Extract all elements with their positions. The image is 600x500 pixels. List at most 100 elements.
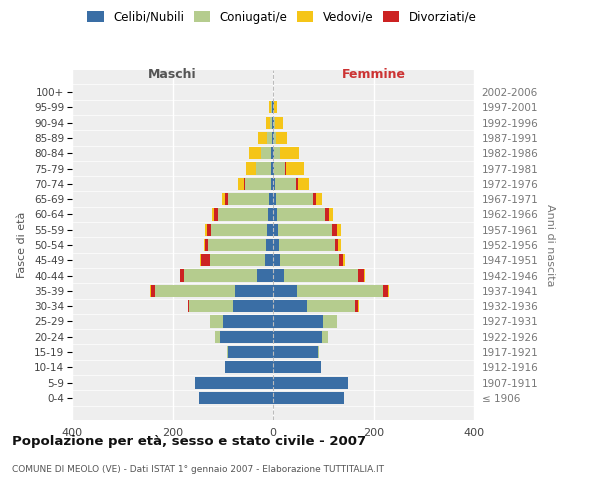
Bar [278,224,332,236]
Bar [195,376,273,389]
Bar [323,316,337,328]
Bar [340,254,343,266]
Bar [329,208,333,220]
Bar [274,162,285,174]
Bar [325,208,329,220]
Bar [285,162,286,174]
Bar [180,270,184,281]
Bar [272,132,273,144]
Bar [273,239,279,251]
Bar [273,316,323,328]
Bar [276,132,287,144]
Bar [273,254,280,266]
Bar [225,193,228,205]
Bar [206,224,211,236]
Bar [364,270,365,281]
Bar [227,346,228,358]
Bar [223,316,273,328]
Bar [262,147,271,160]
Bar [228,193,269,205]
Bar [388,285,389,297]
Bar [271,101,272,114]
Bar [184,270,257,281]
Bar [269,101,271,114]
Bar [273,300,307,312]
Bar [298,178,309,190]
Bar [210,316,223,328]
Bar [258,132,267,144]
Bar [238,178,244,190]
Bar [215,330,220,343]
Bar [267,224,273,236]
Bar [273,346,318,358]
Bar [280,147,299,160]
Bar [358,300,359,312]
Bar [313,193,316,205]
Bar [235,285,273,297]
Bar [267,132,272,144]
Bar [273,376,349,389]
Bar [155,285,235,297]
Bar [271,162,273,174]
Bar [318,346,319,358]
Bar [275,193,313,205]
Bar [297,285,383,297]
Bar [273,285,297,297]
Bar [332,224,337,236]
Bar [265,254,273,266]
Bar [208,239,266,251]
Bar [337,224,341,236]
Bar [279,239,335,251]
Bar [343,254,346,266]
Bar [274,132,276,144]
Bar [266,239,273,251]
Bar [335,239,338,251]
Bar [273,147,274,160]
Bar [273,330,322,343]
Bar [222,193,225,205]
Bar [274,147,280,160]
Bar [273,362,321,374]
Y-axis label: Fasce di età: Fasce di età [17,212,27,278]
Bar [274,101,277,114]
Bar [257,270,273,281]
Bar [188,300,233,312]
Bar [214,208,218,220]
Bar [228,346,273,358]
Bar [211,224,267,236]
Bar [355,300,358,312]
Bar [205,239,208,251]
Bar [274,116,275,128]
Y-axis label: Anni di nascita: Anni di nascita [545,204,555,286]
Bar [296,178,298,190]
Bar [307,300,355,312]
Bar [220,330,273,343]
Text: Maschi: Maschi [148,68,197,82]
Bar [269,193,273,205]
Bar [284,270,358,281]
Bar [273,224,278,236]
Bar [151,285,155,297]
Bar [322,330,328,343]
Bar [273,208,277,220]
Bar [205,224,206,236]
Bar [268,208,273,220]
Text: COMUNE DI MEOLO (VE) - Dati ISTAT 1° gennaio 2007 - Elaborazione TUTTITALIA.IT: COMUNE DI MEOLO (VE) - Dati ISTAT 1° gen… [12,465,384,474]
Bar [233,300,273,312]
Bar [338,239,341,251]
Bar [383,285,388,297]
Legend: Celibi/Nubili, Coniugati/e, Vedovi/e, Divorziati/e: Celibi/Nubili, Coniugati/e, Vedovi/e, Di… [82,6,482,28]
Bar [280,254,340,266]
Bar [266,116,270,128]
Bar [218,208,268,220]
Bar [270,116,272,128]
Bar [204,239,205,251]
Bar [209,254,265,266]
Bar [275,178,296,190]
Bar [256,162,271,174]
Bar [316,193,322,205]
Bar [199,392,273,404]
Bar [273,162,274,174]
Bar [273,178,275,190]
Bar [244,178,245,190]
